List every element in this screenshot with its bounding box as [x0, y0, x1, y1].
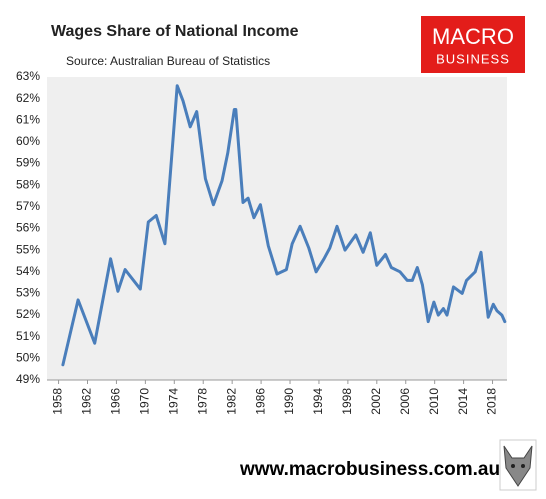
y-tick-label: 52% — [16, 307, 40, 321]
y-tick-label: 62% — [16, 91, 40, 105]
chart-title: Wages Share of National Income — [51, 23, 299, 40]
y-tick-label: 55% — [16, 242, 40, 256]
x-tick-label: 1962 — [80, 388, 94, 415]
x-tick-label: 1978 — [195, 388, 209, 415]
y-tick-label: 57% — [16, 199, 40, 213]
x-tick-label: 1990 — [282, 388, 296, 415]
x-tick-label: 1974 — [166, 388, 180, 415]
x-tick-label: 2010 — [427, 388, 441, 415]
x-tick-label: 1966 — [109, 388, 123, 415]
data-line — [61, 84, 507, 367]
chart-subtitle: Source: Australian Bureau of Statistics — [66, 54, 270, 68]
y-tick-label: 58% — [16, 177, 40, 191]
logo-text: MACRO — [432, 24, 514, 49]
wolf-icon — [499, 439, 537, 491]
x-tick-label: 1994 — [311, 388, 325, 415]
x-tick-label: 2014 — [456, 388, 470, 415]
y-tick-label: 50% — [16, 351, 40, 365]
footer-url: www.macrobusiness.com.au — [239, 459, 500, 480]
logo-box — [421, 16, 525, 73]
y-tick-label: 60% — [16, 134, 40, 148]
x-tick-label: 1982 — [224, 388, 238, 415]
x-tick-label: 1998 — [340, 388, 354, 415]
y-tick-label: 53% — [16, 286, 40, 300]
logo-text: BUSINESS — [436, 51, 510, 66]
y-tick-label: 61% — [16, 112, 40, 126]
x-tick-label: 1958 — [51, 388, 65, 415]
y-tick-label: 56% — [16, 221, 40, 235]
x-tick-label: 2018 — [485, 388, 499, 415]
x-tick-label: 1986 — [253, 388, 267, 415]
x-tick-label: 2006 — [398, 388, 412, 415]
y-tick-label: 49% — [16, 372, 40, 386]
x-tick-label: 2002 — [369, 388, 383, 415]
y-tick-label: 63% — [16, 69, 40, 83]
y-tick-label: 51% — [16, 329, 40, 343]
plot-area — [47, 77, 507, 380]
y-tick-label: 54% — [16, 264, 40, 278]
x-tick-label: 1970 — [138, 388, 152, 415]
y-tick-label: 59% — [16, 156, 40, 170]
